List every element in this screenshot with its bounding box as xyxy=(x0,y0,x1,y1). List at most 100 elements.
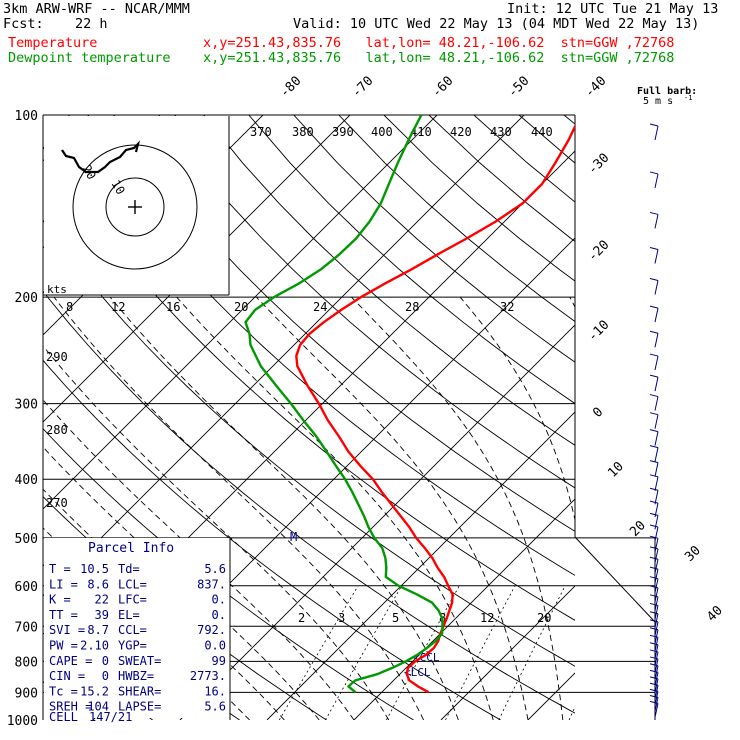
wind-barb-flag xyxy=(649,535,659,539)
wind-barb xyxy=(654,376,659,392)
wind-barb-flag xyxy=(649,619,659,623)
isotherm-line xyxy=(43,115,438,510)
wind-barb xyxy=(654,280,659,295)
parcel-key: CAPE = xyxy=(49,654,92,668)
wind-barb-flag xyxy=(649,460,659,464)
isotherm-line xyxy=(527,672,575,720)
parcel-value: 8.6 xyxy=(87,577,109,591)
wind-barb xyxy=(654,490,659,505)
pressure-label: 800 xyxy=(15,655,38,670)
wind-barb-flag xyxy=(649,649,659,653)
dry-adiabat xyxy=(43,290,575,714)
hodograph-inset: 20 10 kts xyxy=(43,116,230,296)
dry-adiabat xyxy=(43,219,575,667)
wind-barb xyxy=(654,665,659,680)
mixing-ratio-line xyxy=(568,705,575,720)
wind-barb-flag xyxy=(649,171,659,175)
wind-barb xyxy=(654,515,659,530)
hodograph-tick: 32 xyxy=(500,300,514,314)
wind-scale-label: Full barb: xyxy=(637,86,697,97)
parcel-value: 0. xyxy=(212,593,226,607)
parcel-key: LI = xyxy=(49,577,78,591)
wind-barb xyxy=(654,173,659,189)
parcel-key: LAPSE= xyxy=(118,700,161,714)
wind-barb xyxy=(654,548,659,564)
wind-barb-flag xyxy=(649,524,659,528)
parcel-value: 16. xyxy=(204,684,226,698)
wind-barb xyxy=(654,578,659,593)
theta-label: 420 xyxy=(450,125,472,139)
mixing-ratio-line xyxy=(278,585,359,720)
wind-barb-flag xyxy=(649,374,659,378)
dry-adiabat xyxy=(383,115,575,282)
parcel-value: 10.5 xyxy=(80,562,109,576)
wind-barb xyxy=(654,613,659,628)
parcel-value: 39 xyxy=(95,608,109,622)
parcel-value: 104 xyxy=(87,700,109,714)
wind-barb xyxy=(654,333,659,348)
hodograph-unit-label: kts xyxy=(47,283,67,296)
wind-barb xyxy=(654,526,659,542)
forecast-label: Fcst: xyxy=(3,16,44,32)
isotherm-line xyxy=(43,115,351,423)
temperature-legend-label: Temperature xyxy=(8,35,98,51)
parcel-key: T = xyxy=(49,562,71,576)
mixing-ratio-label: 3 xyxy=(338,611,345,625)
parcel-value: 5.6 xyxy=(204,700,226,714)
model-title: 3km ARW-WRF -- NCAR/MMM xyxy=(3,1,190,17)
wind-barb xyxy=(654,414,659,429)
wind-barb-flag xyxy=(649,602,659,606)
wind-barb-flag xyxy=(649,682,659,686)
wind-barb xyxy=(654,462,659,477)
isotherm-label: 10 xyxy=(605,459,627,481)
wind-barb-flag xyxy=(649,642,659,646)
isotherm-label: 30 xyxy=(682,543,704,565)
header: 3km ARW-WRF -- NCAR/MMM Init: 12 UTC Tue… xyxy=(0,0,740,70)
dry-adiabat xyxy=(518,115,575,164)
pressure-label: 1000 xyxy=(7,714,38,729)
wind-barb xyxy=(654,538,659,553)
cell-value: 147/21 xyxy=(89,710,132,724)
isotherm-label: -80 xyxy=(277,74,304,101)
wind-barb-flag xyxy=(649,330,659,334)
parcel-key: LCL= xyxy=(118,577,147,591)
parcel-value: 0 xyxy=(102,669,109,683)
cell-label: CELL xyxy=(49,710,78,724)
hodograph-trace xyxy=(61,140,141,174)
isotherm-label: -50 xyxy=(505,74,532,101)
isotherm-line xyxy=(440,585,575,720)
wind-barb-flag xyxy=(649,353,659,357)
pressure-label: 300 xyxy=(15,398,38,413)
dry-adiabat xyxy=(428,115,575,243)
isotherm-label: 0 xyxy=(590,405,606,421)
hodograph-tick: 24 xyxy=(313,300,327,314)
m-marker: M xyxy=(290,530,297,544)
wind-barb xyxy=(654,697,659,712)
theta-label: 380 xyxy=(292,125,314,139)
hodograph-tick: 20 xyxy=(234,300,248,314)
parcel-value: 0. xyxy=(212,608,226,622)
wind-barb-flag xyxy=(649,474,659,478)
wind-barb-flag xyxy=(649,305,659,309)
wind-barb-flag xyxy=(649,566,659,570)
wind-barb-flag xyxy=(649,669,659,673)
wind-barb-flag xyxy=(649,656,659,660)
parcel-info-panel: Parcel Info T = 10.5 Td= 5.6 LI = 8.6 LCL= 837.… xyxy=(44,538,231,724)
moist-adiabat xyxy=(351,296,564,720)
parcel-value: 99 xyxy=(212,654,226,668)
temperature-profile xyxy=(295,123,575,694)
wind-barb xyxy=(654,355,659,371)
wind-barb xyxy=(654,596,659,611)
theta-label: 290 xyxy=(46,350,68,364)
isotherm-line xyxy=(702,115,740,720)
hodograph-ring-20 xyxy=(72,144,198,270)
mixing-ratio-label: 2 xyxy=(298,611,305,625)
parcel-value: 0.0 xyxy=(204,639,226,653)
parcel-key: HWBZ= xyxy=(118,669,154,683)
isotherm-line xyxy=(266,411,575,720)
parcel-value: 5.6 xyxy=(204,562,226,576)
moist-adiabat xyxy=(569,296,575,309)
theta-label: 400 xyxy=(371,125,393,139)
hodograph-ring-10 xyxy=(105,177,165,237)
parcel-key: Tc = xyxy=(49,684,78,698)
